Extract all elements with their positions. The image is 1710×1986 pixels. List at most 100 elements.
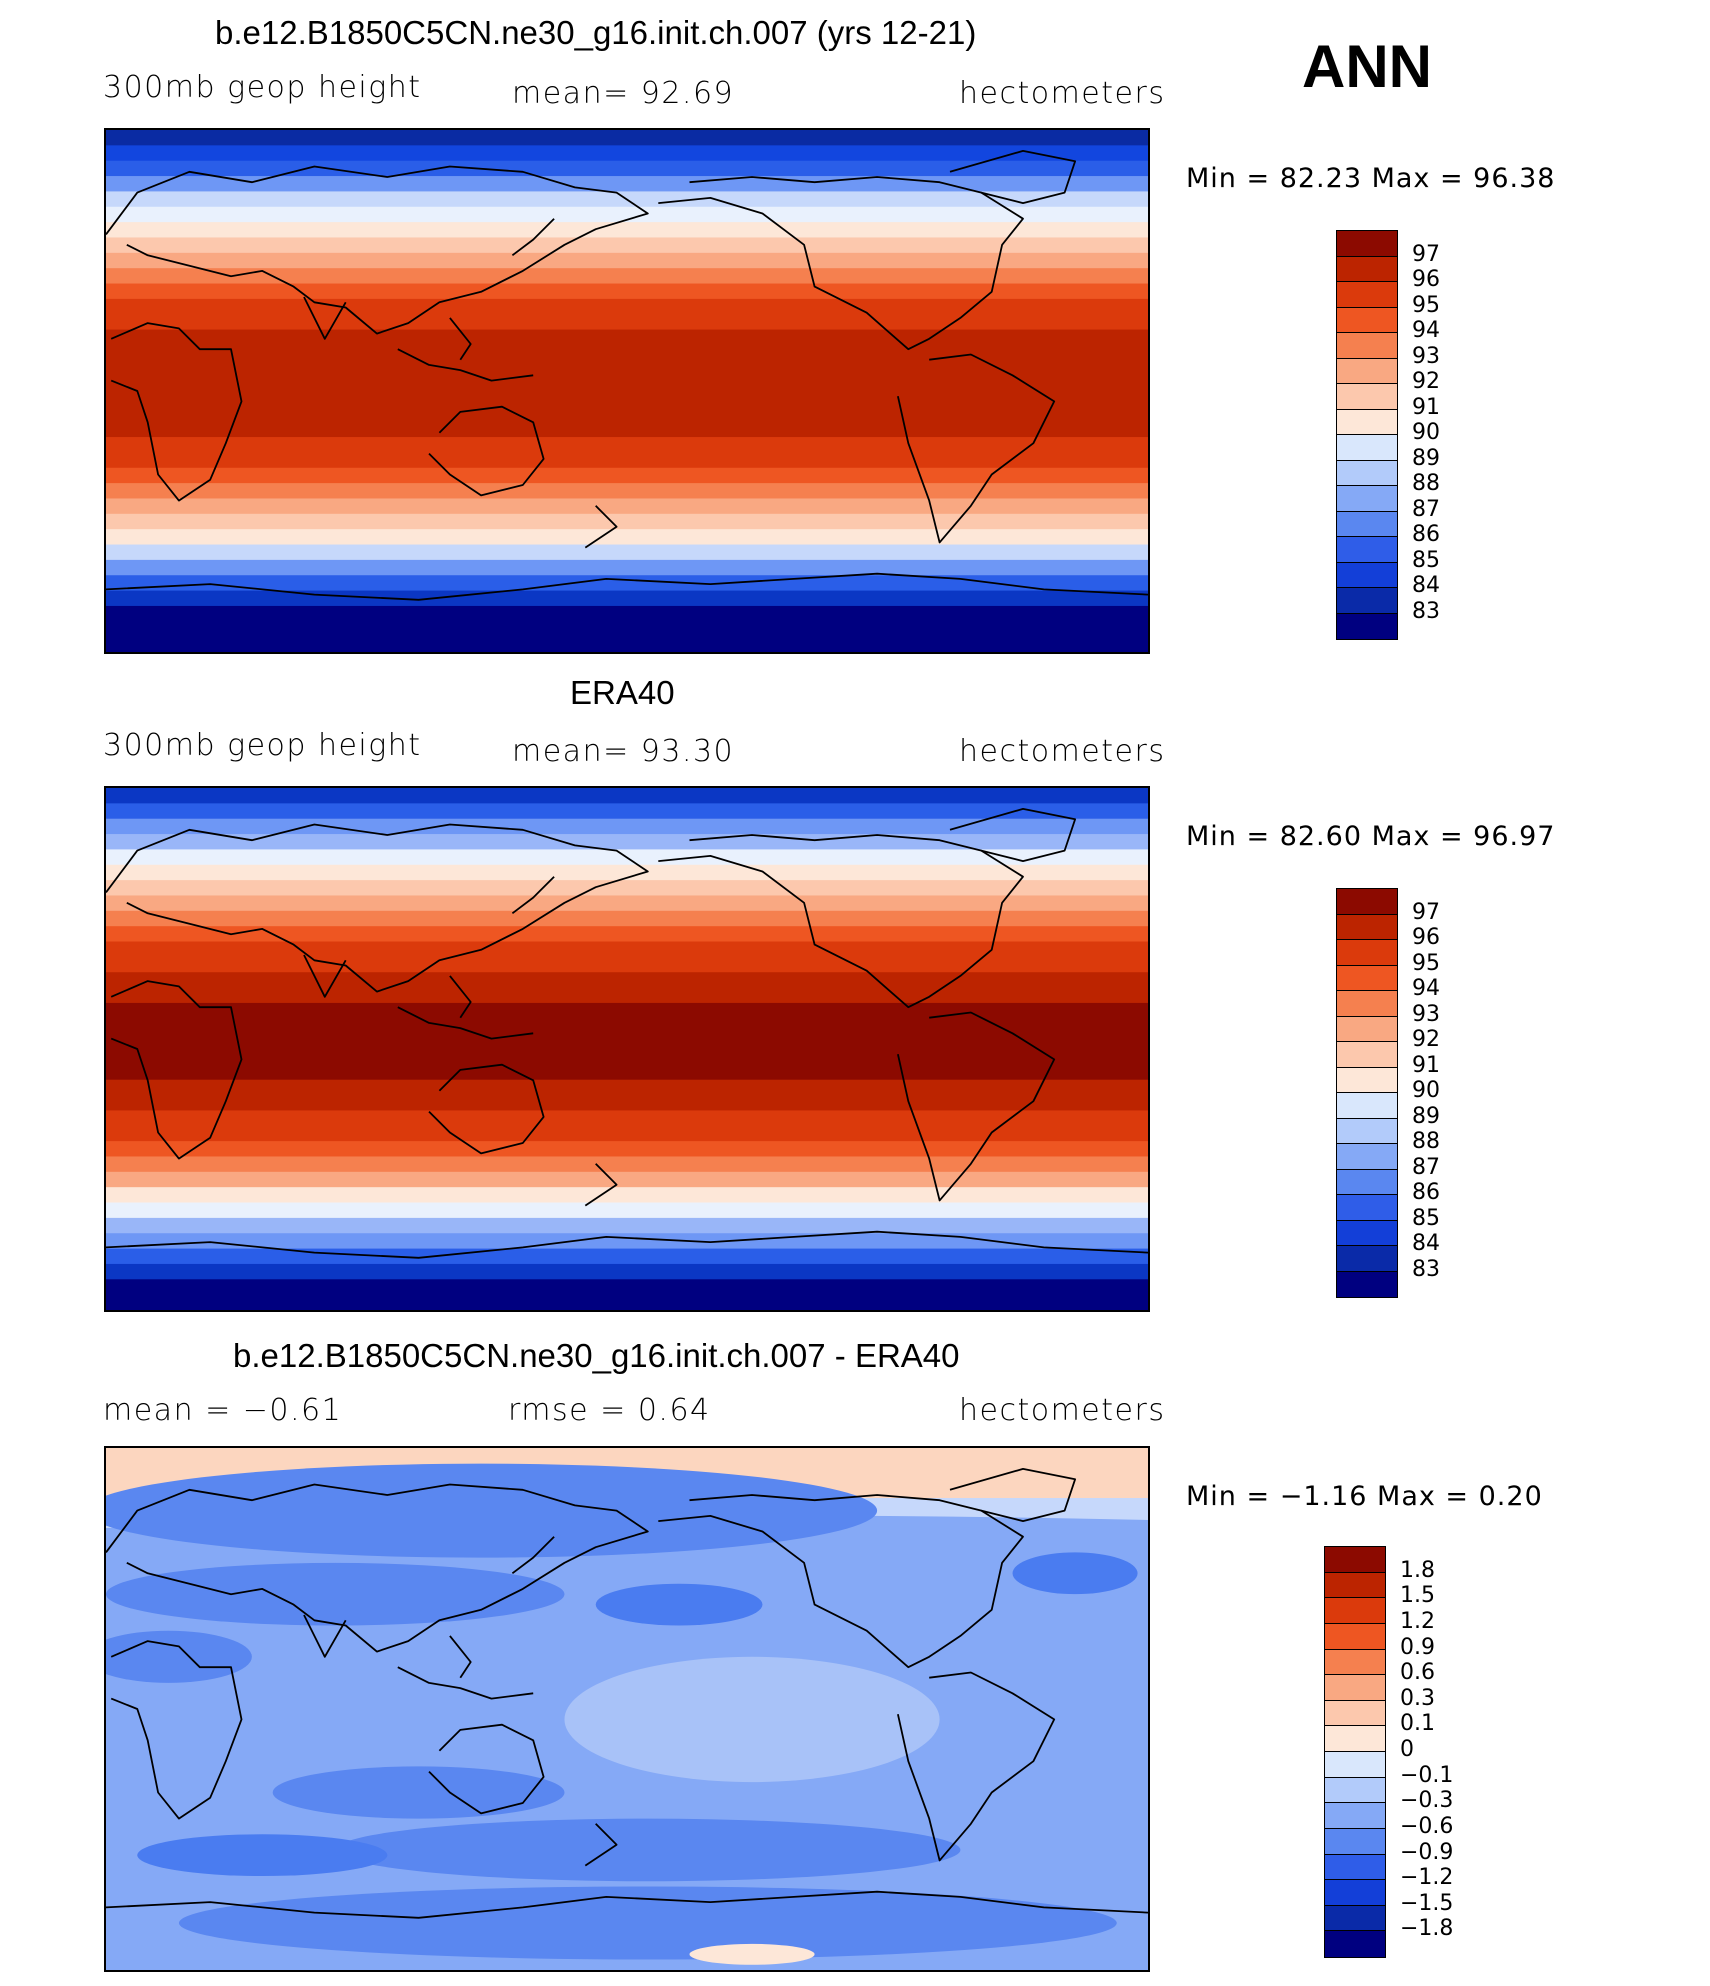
field-band [106,1110,1148,1127]
field-band [106,222,1148,239]
legend-label: 93 [1412,1001,1440,1027]
legend-label: 89 [1412,445,1440,471]
coastline [397,1006,534,1040]
coastline [110,322,243,502]
legend-label: 85 [1412,547,1440,573]
field-region [106,1562,565,1626]
legend-label: 94 [1412,976,1440,1001]
panel-model-minmax: Min = 82.23 Max = 96.38 [1186,163,1556,194]
legend-swatch [1337,460,1397,486]
legend-label: 84 [1412,573,1440,598]
coastline [397,348,534,382]
coastline [658,176,1024,351]
legend-swatch [1337,1144,1397,1170]
legend-swatch [1337,613,1397,639]
legend-label: −0.3 [1400,1788,1454,1814]
legend-label: 88 [1412,1129,1440,1154]
panel-diff-units: hectometers [959,1393,1166,1428]
coastline [110,1640,243,1820]
field-band [106,605,1148,622]
field-band [106,1018,1148,1035]
coastline [106,165,649,335]
legend-label: 91 [1412,1052,1440,1078]
legend-swatch [1325,1726,1385,1752]
legend-swatch [1337,889,1397,915]
field-band [106,590,1148,607]
field-band [106,895,1148,912]
field-region [689,1943,815,1965]
field-band [106,621,1148,638]
field-band [106,145,1148,162]
field-band [106,1156,1148,1173]
field-region [178,1886,1117,1960]
field-band [106,406,1148,423]
legend-swatch [1337,384,1397,410]
legend-label: 1.5 [1400,1583,1435,1609]
legend-swatch [1337,914,1397,940]
coastline [106,1230,1148,1259]
field-band [106,987,1148,1004]
field-band [106,1263,1148,1280]
panel-obs-units: hectometers [959,734,1166,769]
field-band [106,1279,1148,1296]
legend-swatch [1325,1675,1385,1701]
map-svg [106,788,1148,1310]
coastline [584,1163,618,1207]
legend-label: −0.9 [1400,1839,1454,1865]
field-band [106,498,1148,515]
legend-swatch [1337,409,1397,435]
field-band [106,1217,1148,1234]
field-region [106,1463,877,1558]
field-band [106,1248,1148,1265]
legend-swatch [1337,1016,1397,1042]
field-band [106,1171,1148,1188]
panel-model-left-label: 300mb geop height [103,70,422,105]
legend-swatch [1325,1828,1385,1855]
coastline [949,1467,1076,1522]
field-band [106,864,1148,881]
coastline [106,1483,649,1653]
field-band [106,972,1148,989]
field-band [106,956,1148,973]
field-band [106,1187,1148,1204]
field-band [106,360,1148,377]
legend-label: 1.8 [1400,1557,1435,1583]
field-band [106,941,1148,958]
legend-swatch [1325,1777,1385,1804]
legend-label: 96 [1412,267,1440,292]
legend-swatch [1337,307,1397,333]
coastline [897,353,1056,544]
legend-swatch [1337,1169,1397,1195]
coastline [303,954,347,998]
legend-label: 91 [1412,394,1440,420]
coastline [584,1823,618,1867]
legend-swatch [1337,486,1397,512]
coastline [897,1671,1056,1862]
legend-swatch [1337,1042,1397,1068]
legend-swatch [1337,231,1397,257]
coastline [428,1063,545,1155]
field-band [106,1141,1148,1158]
legend-label: 87 [1412,1154,1440,1180]
legend-swatch [1337,358,1397,384]
legend-swatch [1337,991,1397,1017]
field-band [106,391,1148,407]
field-band [106,910,1148,927]
legend-label: 97 [1412,241,1440,267]
field-band [106,130,1148,146]
coastline [397,1666,534,1700]
field-band [106,575,1148,592]
panel-diff-rmse: rmse = 0.64 [508,1393,711,1428]
panel-model-map [104,128,1150,654]
field-band [106,803,1148,820]
legend-label: 84 [1412,1231,1440,1256]
legend-swatch [1337,1195,1397,1221]
panel-model-title: b.e12.B1850C5CN.ne30_g16.init.ch.007 (yr… [215,14,977,51]
legend-label: −0.1 [1400,1762,1454,1788]
panel-obs-minmax: Min = 82.60 Max = 96.97 [1186,821,1556,852]
field-band [106,160,1148,177]
legend-swatch [1325,1803,1385,1829]
panel-diff-map [104,1446,1150,1972]
panel-diff-title: b.e12.B1850C5CN.ne30_g16.init.ch.007 - E… [233,1337,960,1374]
coastline [949,807,1076,862]
